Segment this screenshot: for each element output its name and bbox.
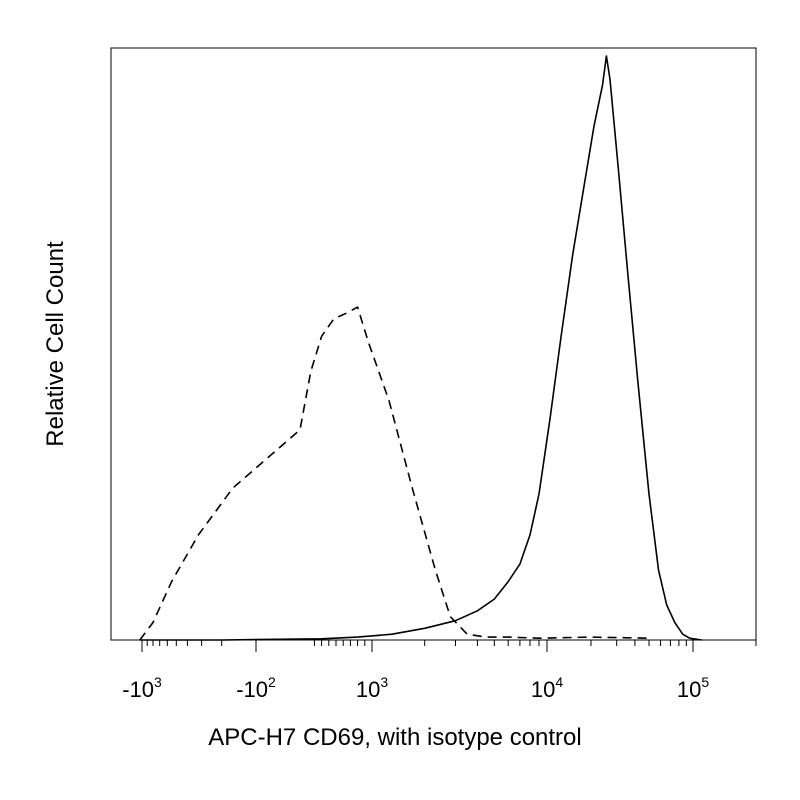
x-tick-label-exponent: 3: [380, 674, 388, 690]
series-group: [139, 55, 702, 641]
x-axis: -103 -102 103 104 105: [122, 640, 757, 702]
y-axis-label: Relative Cell Count: [42, 241, 69, 447]
x-tick-label: 105: [677, 674, 709, 702]
x-axis-label: APC-H7 CD69, with isotype control: [208, 724, 581, 751]
x-tick-label-exponent: 2: [268, 674, 276, 690]
plot-frame: [110, 47, 757, 641]
x-tick-label: -103: [122, 674, 162, 702]
series-line-dashed: [139, 306, 650, 641]
x-tick-label-base: -10: [236, 677, 268, 702]
x-tick-label-base: 10: [356, 677, 380, 702]
series-line-solid: [139, 55, 702, 641]
x-tick-label-exponent: 5: [701, 674, 709, 690]
x-tick-label-base: 10: [531, 677, 555, 702]
x-tick-label: -102: [236, 674, 276, 702]
x-tick-label: 103: [356, 674, 388, 702]
x-tick-label-base: 10: [677, 677, 701, 702]
x-tick-label-exponent: 4: [555, 674, 563, 690]
x-tick-label-exponent: 3: [154, 674, 162, 690]
x-tick-label: 104: [531, 674, 563, 702]
x-tick-label-base: -10: [122, 677, 154, 702]
